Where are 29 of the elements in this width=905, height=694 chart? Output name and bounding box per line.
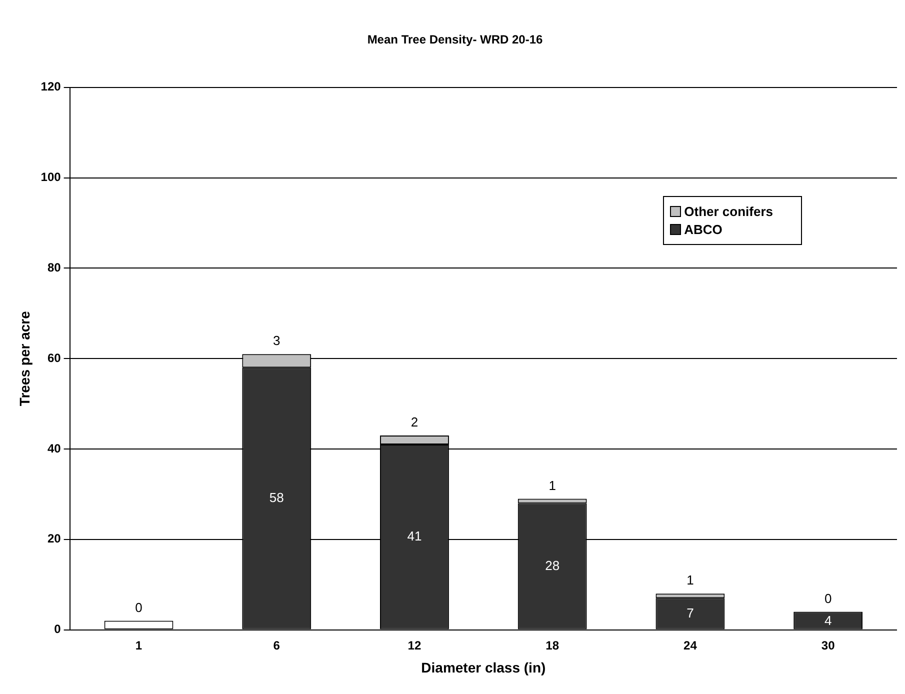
y-tick-label: 60 [47,350,62,365]
y-axis-title: Trees per acre [16,310,32,406]
x-tick-label: 12 [408,638,422,652]
data-label: 2 [410,414,418,430]
x-axis-title: Diameter class (in) [421,659,546,676]
y-tick-label: 100 [40,170,62,184]
data-label: 1 [548,478,556,493]
y-tick-label: 80 [47,260,62,275]
y-tick-label: 120 [40,80,62,94]
data-label: 28 [545,558,560,573]
data-label: 41 [407,528,422,544]
x-tick-label: 30 [821,638,836,652]
data-label: 3 [273,333,280,348]
x-tick-label: 6 [273,638,280,652]
legend-label: ABCO [684,222,722,237]
data-label: 4 [824,612,832,628]
y-tick-label: 40 [47,441,62,456]
data-label: 0 [824,590,832,606]
data-label: 7 [686,605,694,620]
x-tick-label: 1 [135,638,142,652]
data-label: 58 [269,490,284,506]
data-label: 1 [686,572,694,588]
y-tick-label: 20 [47,532,62,546]
legend-label: Other conifers [684,204,773,219]
data-label: 0 [135,600,142,615]
y-tick-label: 0 [54,622,62,636]
x-tick-label: 18 [546,638,560,652]
chart-title: Mean Tree Density- WRD 20-16 [367,32,544,47]
x-tick-label: 24 [684,638,698,652]
